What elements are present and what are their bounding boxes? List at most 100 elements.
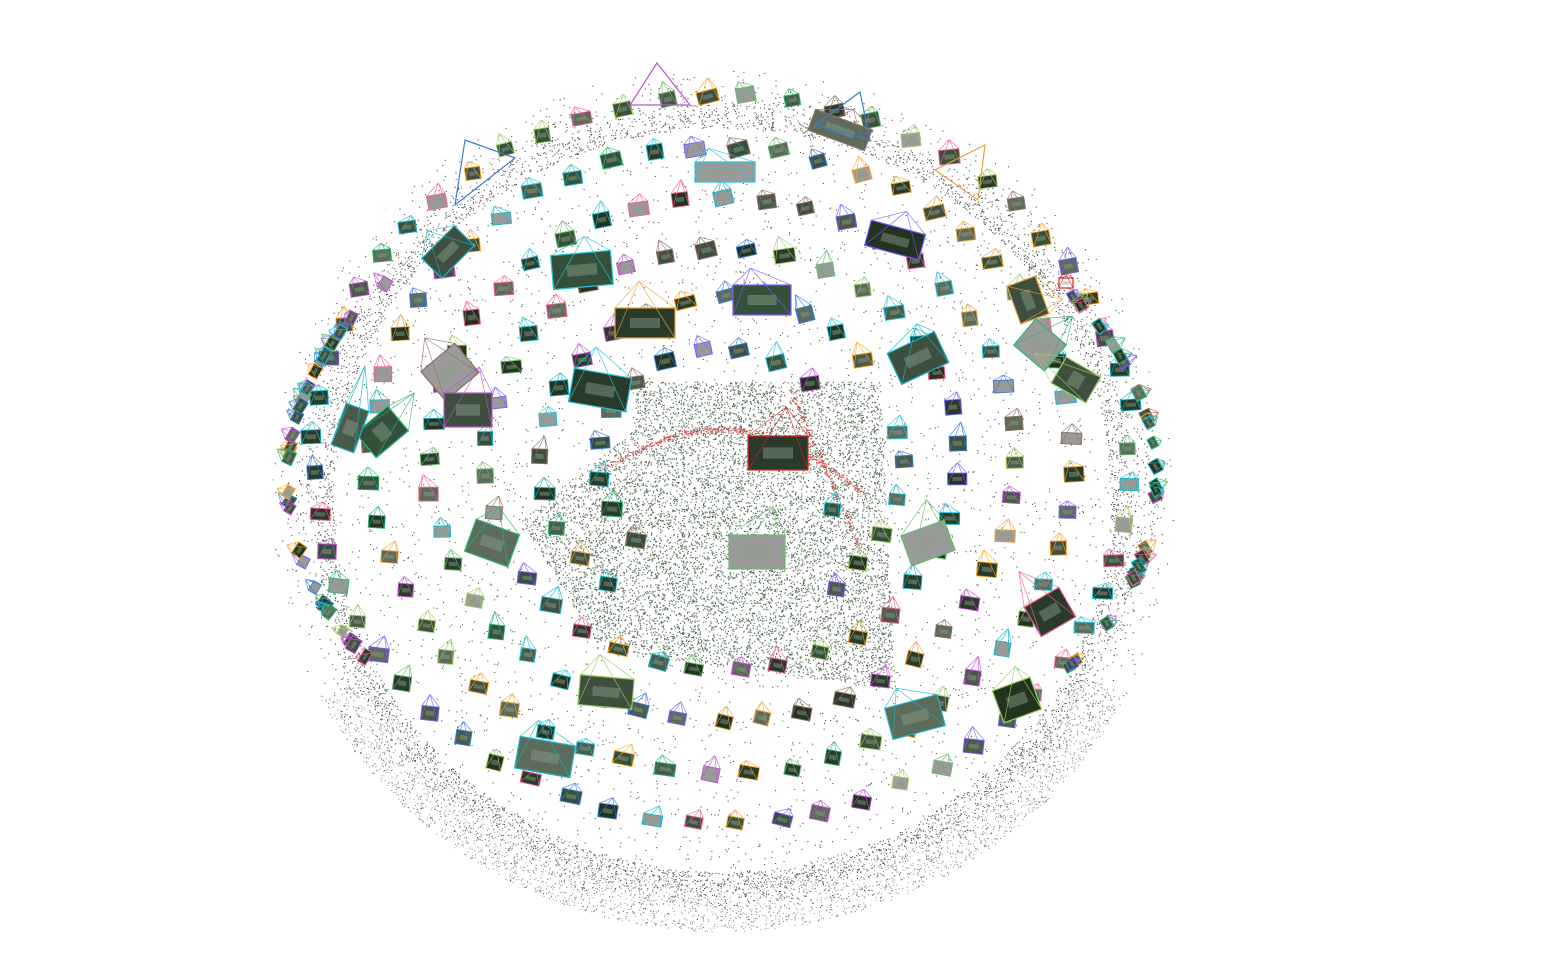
camera-frustum[interactable] xyxy=(366,634,390,664)
camera-frustum[interactable] xyxy=(420,694,441,722)
camera-frustum[interactable] xyxy=(373,354,393,383)
camera-frustum[interactable] xyxy=(518,316,539,343)
camera-frustum[interactable] xyxy=(863,203,930,261)
camera-frustum[interactable] xyxy=(891,768,910,791)
camera-frustum[interactable] xyxy=(1119,471,1140,492)
camera-frustum[interactable] xyxy=(493,275,515,297)
camera-frustum[interactable] xyxy=(832,684,857,709)
camera-frustum[interactable] xyxy=(368,270,394,293)
camera-frustum[interactable] xyxy=(559,781,584,806)
camera-frustum[interactable] xyxy=(627,690,653,720)
camera-frustum[interactable] xyxy=(735,238,758,259)
camera-frustum[interactable] xyxy=(807,146,828,170)
camera-frustum[interactable] xyxy=(294,378,315,397)
camera-frustum[interactable] xyxy=(1004,407,1024,432)
camera-frustum[interactable] xyxy=(771,805,795,829)
camera-frustum[interactable] xyxy=(762,340,788,373)
camera-frustum[interactable] xyxy=(1118,434,1136,456)
camera-frustum[interactable] xyxy=(577,653,636,710)
camera-frustum[interactable] xyxy=(309,501,331,521)
camera-frustum[interactable] xyxy=(987,663,1043,724)
camera-frustum[interactable] xyxy=(823,490,843,518)
camera-frustum[interactable] xyxy=(977,168,998,190)
camera-frustum[interactable] xyxy=(1092,582,1114,600)
camera-frustum[interactable] xyxy=(433,516,451,538)
camera-frustum[interactable] xyxy=(569,539,592,567)
camera-frustum[interactable] xyxy=(859,727,883,751)
camera-frustum[interactable] xyxy=(790,697,813,722)
camera-frustum[interactable] xyxy=(330,364,383,454)
camera-frustum[interactable] xyxy=(607,635,631,658)
camera-frustum[interactable] xyxy=(574,737,596,757)
camera-frustum[interactable] xyxy=(498,692,520,719)
camera-frustum[interactable] xyxy=(330,621,350,639)
camera-frustum[interactable] xyxy=(1029,222,1052,248)
camera-frustum[interactable] xyxy=(598,568,619,593)
camera-frustum[interactable] xyxy=(1073,616,1095,635)
camera-frustum[interactable] xyxy=(814,249,836,279)
camera-frustum[interactable] xyxy=(548,372,570,397)
camera-frustum[interactable] xyxy=(367,505,386,529)
camera-frustum[interactable] xyxy=(520,175,544,200)
camera-frustum[interactable] xyxy=(464,585,485,610)
camera-frustum[interactable] xyxy=(881,318,950,386)
camera-frustum[interactable] xyxy=(1112,345,1134,365)
camera-frustum[interactable] xyxy=(1012,299,1083,372)
camera-frustum[interactable] xyxy=(597,796,619,820)
camera-frustum[interactable] xyxy=(567,344,635,413)
camera-frustum[interactable] xyxy=(880,679,946,741)
camera-frustum[interactable] xyxy=(714,704,736,731)
camera-frustum[interactable] xyxy=(418,474,439,502)
camera-frustum[interactable] xyxy=(1006,270,1066,325)
camera-frustum[interactable] xyxy=(847,619,870,647)
camera-frustum[interactable] xyxy=(476,423,494,447)
camera-frustum[interactable] xyxy=(304,361,324,380)
camera-frustum[interactable] xyxy=(348,604,367,629)
camera-frustum[interactable] xyxy=(1130,555,1151,576)
camera-frustum[interactable] xyxy=(834,202,858,231)
camera-frustum[interactable] xyxy=(771,234,797,265)
camera-frustum[interactable] xyxy=(532,119,552,145)
camera-frustum[interactable] xyxy=(886,414,908,440)
camera-frustum[interactable] xyxy=(823,740,843,767)
camera-frustum[interactable] xyxy=(994,518,1016,543)
camera-frustum[interactable] xyxy=(614,280,676,339)
camera-frustum[interactable] xyxy=(1147,456,1168,476)
camera-frustum[interactable] xyxy=(955,220,977,243)
camera-frustum[interactable] xyxy=(808,799,831,823)
camera-frustum[interactable] xyxy=(752,700,773,727)
camera-frustum[interactable] xyxy=(317,601,338,621)
camera-frustum[interactable] xyxy=(411,215,476,280)
camera-frustum[interactable] xyxy=(1130,383,1151,403)
camera-frustum[interactable] xyxy=(462,300,481,327)
camera-frustum[interactable] xyxy=(1146,434,1163,450)
camera-frustum[interactable] xyxy=(611,741,636,768)
camera-frustum[interactable] xyxy=(500,355,523,375)
camera-frustum[interactable] xyxy=(588,461,610,488)
camera-frustums[interactable] xyxy=(273,61,1169,831)
camera-frustum[interactable] xyxy=(700,754,723,784)
camera-frustum[interactable] xyxy=(934,619,953,639)
camera-frustum[interactable] xyxy=(518,635,538,663)
camera-frustum[interactable] xyxy=(980,247,1004,271)
camera-frustum[interactable] xyxy=(728,505,786,570)
camera-frustum[interactable] xyxy=(693,76,721,107)
camera-frustum[interactable] xyxy=(888,483,907,507)
camera-frustum[interactable] xyxy=(981,338,1001,359)
camera-frustum[interactable] xyxy=(570,341,594,369)
camera-frustum[interactable] xyxy=(756,188,778,211)
camera-frustum[interactable] xyxy=(490,204,513,226)
camera-frustum[interactable] xyxy=(850,788,873,811)
camera-frustum[interactable] xyxy=(1104,332,1128,354)
camera-frustum[interactable] xyxy=(904,640,927,669)
camera-frustum[interactable] xyxy=(937,139,961,166)
camera-frustum[interactable] xyxy=(737,759,761,781)
camera-frustum[interactable] xyxy=(273,445,298,467)
camera-frustum[interactable] xyxy=(1103,548,1125,568)
camera-frustum[interactable] xyxy=(599,145,624,170)
camera-frustum[interactable] xyxy=(547,513,566,536)
camera-frustum[interactable] xyxy=(513,718,579,779)
camera-frustum[interactable] xyxy=(1058,272,1074,289)
